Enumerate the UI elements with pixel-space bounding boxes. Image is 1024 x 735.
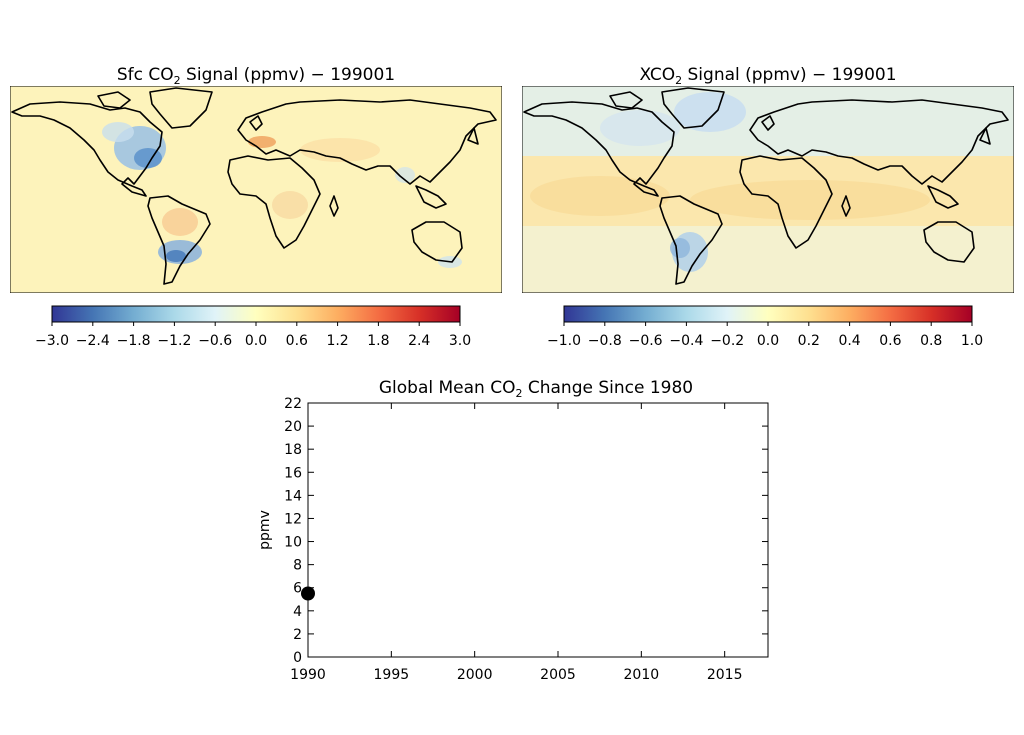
y-tick-label: 4 [293,604,302,620]
xco2-colorbar-tick-label: 1.0 [961,333,983,349]
sfc-map-field [10,86,502,293]
sfc-colorbar-tick-label: 1.8 [367,333,389,349]
sfc-colorbar-tick-label: 3.0 [449,333,471,349]
xco2-colorbar-tick-label: −1.0 [547,333,581,349]
x-tick-label: 2010 [624,667,660,683]
sfc-colorbar-tick-label: 2.4 [408,333,430,349]
plot-frame [307,402,769,658]
y-tick-label: 20 [284,419,302,435]
xco2-coastlines [523,87,1009,285]
xco2-colorbar-tick-label: −0.2 [710,333,744,349]
xco2-colorbar-tick-label: 0.6 [879,333,901,349]
xco2-colorbar-ticks: −1.0 −0.8 −0.6 −0.4 −0.2 0.0 0.2 0.4 0.6 0.8 1.0 [547,322,983,349]
sfc-colorbar-ticks: −3.0 −2.4 −1.8 −1.2 −0.6 0.0 0.6 1.2 1.8 2.4 3.0 [35,322,471,349]
sfc-colorbar-tick-label: −0.6 [198,333,232,349]
x-tick-label: 1990 [290,667,326,683]
data-point [301,586,315,601]
y-tick-label: 22 [284,396,302,412]
x-axis-ticks: 1990 1995 2000 2005 2010 2015 [290,403,742,683]
xco2-map-field [522,86,1014,293]
plot-title: Global Mean CO2 Change Since 1980 [379,378,693,400]
y-tick-label: 16 [284,465,302,481]
y-tick-label: 8 [293,558,302,574]
sfc-colorbar-tick-label: −3.0 [35,333,69,349]
xco2-colorbar-tick-label: 0.2 [798,333,820,349]
y-tick-label: 14 [284,488,302,504]
sfc-map-title: Sfc CO2 Signal (ppmv) − 199001 [117,65,395,87]
xco2-map-title: XCO2 Signal (ppmv) − 199001 [639,65,896,87]
xco2-colorbar-tick-label: 0.8 [920,333,942,349]
sfc-colorbar-tick-label: −1.2 [157,333,191,349]
y-tick-label: 18 [284,442,302,458]
y-axis-ticks: 0 2 4 6 8 10 12 14 16 18 20 22 [284,396,768,666]
y-axis-label: ppmv [257,510,273,550]
y-tick-label: 10 [284,535,302,551]
global-mean-plot: Global Mean CO2 Change Since 1980 ppmv 0… [257,378,769,683]
sfc-colorbar-tick-label: −2.4 [76,333,110,349]
sfc-colorbar-tick-label: 0.6 [286,333,308,349]
xco2-colorbar-tick-label: 0.4 [838,333,860,349]
y-tick-label: 12 [284,511,302,527]
x-tick-label: 2000 [457,667,493,683]
sfc-colorbar-tick-label: 1.2 [326,333,348,349]
xco2-colorbar [563,305,973,323]
xco2-colorbar-tick-label: −0.8 [588,333,622,349]
sfc-colorbar-tick-label: 0.0 [245,333,267,349]
sfc-colorbar-tick-label: −1.8 [117,333,151,349]
y-tick-label: 0 [293,650,302,666]
xco2-colorbar-tick-label: −0.4 [669,333,703,349]
xco2-map-panel: XCO2 Signal (ppmv) − 199001 [522,65,1014,349]
x-tick-label: 2005 [540,667,576,683]
sfc-co2-map-panel: Sfc CO2 Signal (ppmv) − 199001 [10,65,502,349]
xco2-colorbar-tick-label: 0.0 [757,333,779,349]
xco2-colorbar-tick-label: −0.6 [629,333,663,349]
y-tick-label: 2 [293,627,302,643]
sfc-colorbar [51,305,461,323]
x-tick-label: 2015 [707,667,743,683]
sfc-coastlines [11,87,497,285]
y-tick-label: 6 [293,581,302,597]
data-points [301,586,315,601]
x-tick-label: 1995 [374,667,410,683]
